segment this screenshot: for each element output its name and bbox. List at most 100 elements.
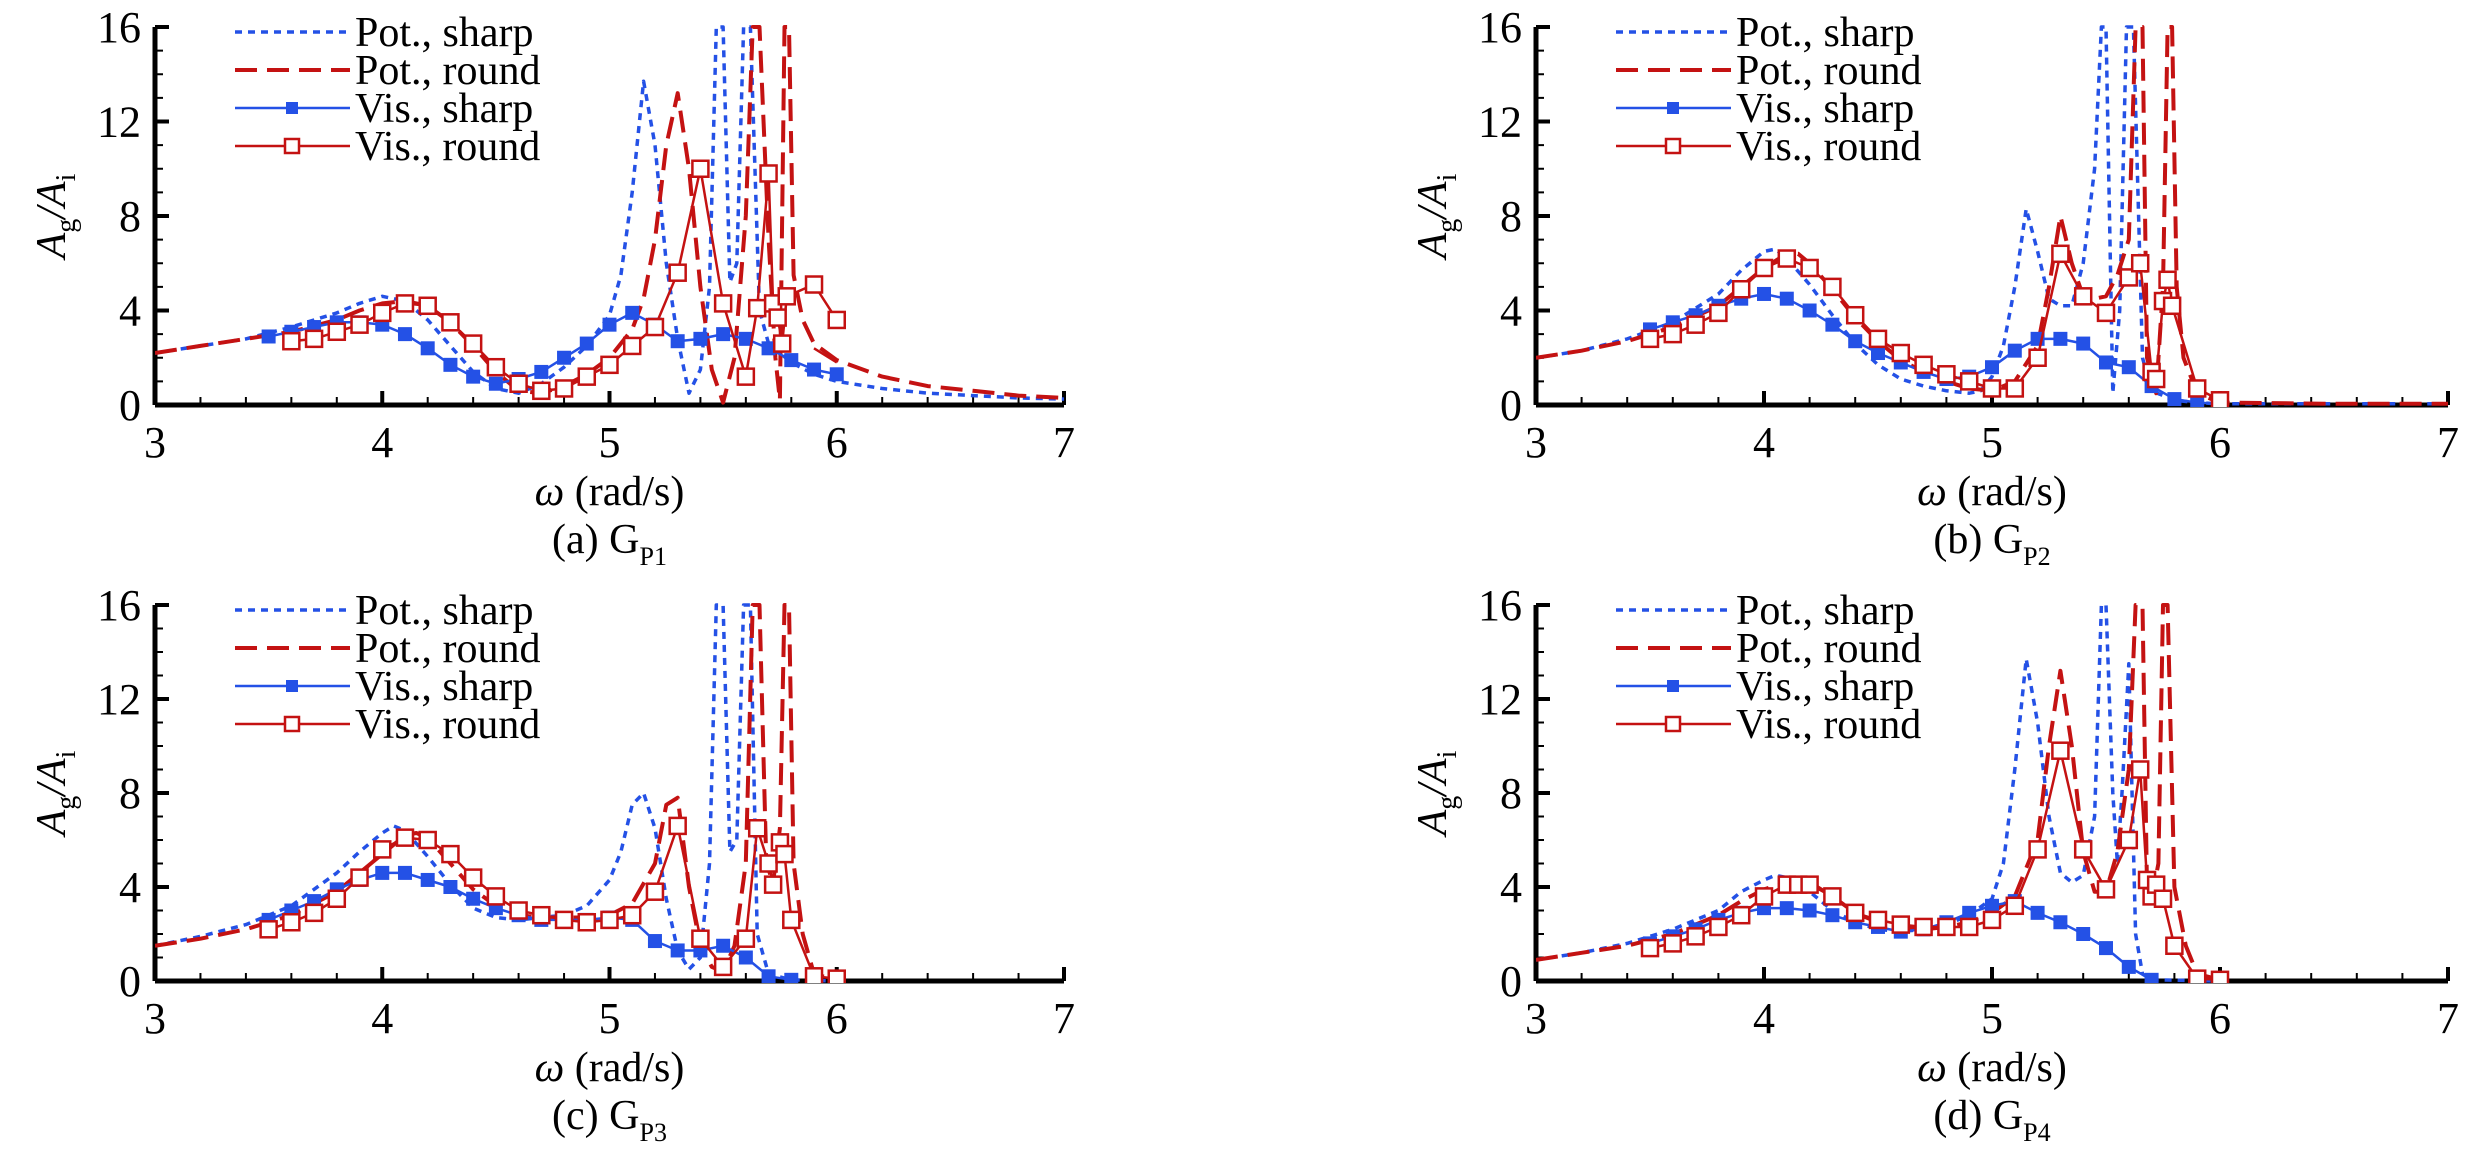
data-point-vis-sharp xyxy=(557,350,572,365)
panel-b: 3 4 5 6 7 0 4 8 12 16 ω (rad/s) Ag/Ai (b) GP2 Pot., s… xyxy=(1410,3,2459,571)
panel-caption: (b) GP2 xyxy=(1933,517,2050,571)
y-axis-title: Ag/Ai xyxy=(1410,173,1463,261)
data-point-vis-round xyxy=(373,303,392,323)
data-point-vis-round xyxy=(532,905,551,925)
legend-marker xyxy=(286,680,298,692)
data-point-vis-round xyxy=(532,381,551,401)
data-point-vis-round xyxy=(1959,917,1979,937)
data-point-vis-sharp xyxy=(420,872,435,887)
series-line-vis-round_tail xyxy=(813,347,838,364)
data-point-vis-round xyxy=(1937,917,1956,937)
data-point-vis-round xyxy=(509,374,528,393)
x-axis-unit: (rad/s) xyxy=(564,469,684,515)
data-point-vis-sharp xyxy=(2076,927,2091,941)
legend-item-vis-sharp: Vis., sharp xyxy=(1616,664,1914,710)
x-tick-label: 6 xyxy=(2209,418,2231,467)
data-point-vis-round xyxy=(2153,889,2173,908)
legend-item-vis-sharp: Vis., sharp xyxy=(235,86,533,132)
legend-label: Pot., sharp xyxy=(355,10,534,56)
data-point-vis-round xyxy=(691,929,710,948)
data-point-vis-sharp xyxy=(625,305,640,320)
data-point-vis-sharp xyxy=(534,364,549,379)
data-point-vis-round xyxy=(1663,324,1683,344)
data-point-vis-sharp xyxy=(1825,908,1840,923)
data-point-vis-round xyxy=(763,875,783,894)
data-point-vis-sharp xyxy=(375,865,390,880)
data-point-vis-sharp xyxy=(670,334,685,349)
x-tick-label: 6 xyxy=(826,994,848,1043)
data-point-vis-round xyxy=(1891,915,1911,934)
data-point-vis-round xyxy=(1891,343,1911,363)
data-point-vis-sharp xyxy=(1825,317,1840,332)
data-point-vis-sharp xyxy=(2099,941,2113,956)
data-point-vis-round xyxy=(395,828,415,847)
data-point-vis-sharp xyxy=(738,950,753,965)
data-point-vis-round xyxy=(713,957,733,977)
data-point-vis-sharp xyxy=(602,317,617,332)
y-tick-label: 16 xyxy=(97,581,141,630)
y-tick-label: 12 xyxy=(97,98,141,147)
data-point-vis-round xyxy=(304,903,324,923)
data-point-vis-round xyxy=(2005,896,2025,916)
data-point-vis-sharp xyxy=(443,880,458,894)
data-point-vis-round xyxy=(600,910,619,930)
data-point-vis-round xyxy=(1686,927,1705,946)
legend-item-vis-round: Vis., round xyxy=(1616,124,1921,170)
data-point-vis-round xyxy=(775,844,794,864)
y-tick-label: 16 xyxy=(1478,581,1522,630)
data-point-vis-sharp xyxy=(1985,360,1999,375)
legend-item-pot-sharp: Pot., sharp xyxy=(235,10,534,56)
y-tick-label: 0 xyxy=(1500,381,1522,430)
data-point-vis-round xyxy=(463,868,483,887)
data-point-vis-round xyxy=(350,868,369,887)
x-tick-label: 5 xyxy=(599,418,621,467)
series-line-pot-sharp xyxy=(1536,603,2221,983)
legend-label: Pot., round xyxy=(1736,626,1922,672)
legend-marker xyxy=(1667,102,1679,114)
x-tick-label: 7 xyxy=(2437,418,2459,467)
data-point-vis-sharp xyxy=(261,329,276,344)
data-point-vis-round xyxy=(373,840,392,859)
data-point-vis-round xyxy=(1959,372,1979,391)
data-point-vis-round xyxy=(1845,305,1865,325)
x-tick-label: 7 xyxy=(2437,994,2459,1043)
legend-label: Vis., sharp xyxy=(1736,664,1914,710)
legend-marker xyxy=(286,102,298,114)
y-tick-label: 8 xyxy=(1500,769,1522,818)
x-tick-label: 3 xyxy=(1525,418,1547,467)
legend-label: Pot., round xyxy=(355,626,541,672)
data-point-vis-round xyxy=(2162,296,2182,316)
data-point-vis-round xyxy=(759,164,778,183)
data-point-vis-round xyxy=(418,830,437,850)
data-point-vis-sharp xyxy=(2144,972,2159,983)
legend-item-vis-round: Vis., round xyxy=(235,124,540,170)
data-point-vis-round xyxy=(554,910,574,930)
legend-item-pot-round: Pot., round xyxy=(1616,626,1922,672)
legend-item-vis-sharp: Vis., sharp xyxy=(235,664,533,710)
plot-area xyxy=(1536,603,2230,983)
data-point-vis-round xyxy=(441,313,460,332)
data-point-vis-sharp xyxy=(647,934,662,949)
data-point-vis-round xyxy=(259,920,278,939)
data-point-vis-sharp xyxy=(1779,291,1794,306)
data-point-vis-round xyxy=(668,263,687,282)
data-point-vis-round xyxy=(747,298,767,318)
data-point-vis-sharp xyxy=(397,327,412,342)
x-axis-title: ω (rad/s) xyxy=(1917,469,2067,515)
data-point-vis-round xyxy=(2158,270,2177,290)
data-point-vis-round xyxy=(747,819,767,838)
data-point-vis-sharp xyxy=(761,969,776,983)
data-point-vis-sharp xyxy=(1802,303,1817,318)
data-point-vis-round xyxy=(2130,254,2150,273)
data-point-vis-round xyxy=(713,294,733,313)
data-point-vis-round xyxy=(1686,315,1705,334)
data-point-vis-round xyxy=(327,322,347,342)
data-point-vis-round xyxy=(2028,348,2047,367)
legend-marker xyxy=(283,137,301,155)
data-point-vis-round xyxy=(1914,917,1933,937)
data-point-vis-round xyxy=(1640,329,1660,349)
data-point-vis-sharp xyxy=(2076,336,2091,351)
legend-marker xyxy=(1667,680,1679,692)
data-point-vis-round xyxy=(777,287,797,306)
